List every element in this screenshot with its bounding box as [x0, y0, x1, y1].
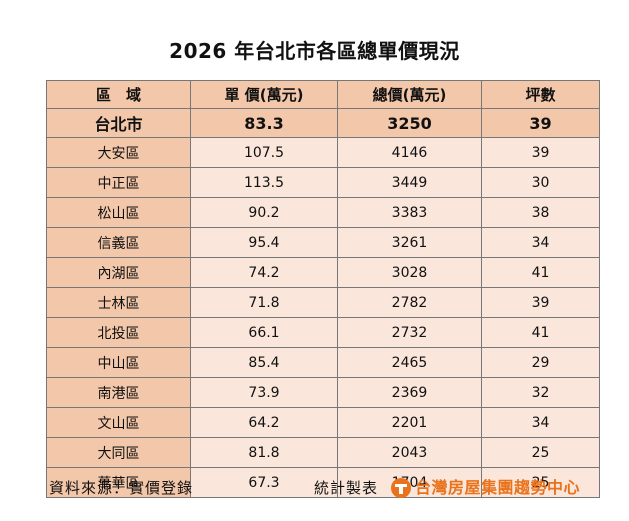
district-name: 大安區: [46, 137, 191, 168]
unit-price: 73.9: [190, 377, 338, 408]
total-price: 2369: [337, 377, 482, 408]
table-row: 信義區 95.4 3261 34: [46, 227, 600, 258]
table-row: 松山區 90.2 3383 38: [46, 197, 600, 228]
table-row: 中正區 113.5 3449 30: [46, 167, 600, 198]
table-row: 北投區 66.1 2732 41: [46, 317, 600, 348]
area: 32: [481, 377, 600, 408]
district-name: 士林區: [46, 287, 191, 318]
area: 38: [481, 197, 600, 228]
district-name: 北投區: [46, 317, 191, 348]
table-row: 文山區 64.2 2201 34: [46, 407, 600, 438]
unit-price: 81.8: [190, 437, 338, 468]
summary-unit-price: 83.3: [190, 108, 338, 138]
unit-price: 113.5: [190, 167, 338, 198]
total-price: 2782: [337, 287, 482, 318]
total-price: 2201: [337, 407, 482, 438]
unit-price: 95.4: [190, 227, 338, 258]
unit-price: 107.5: [190, 137, 338, 168]
data-source-note: 資料來源：實價登錄: [49, 479, 194, 497]
taiwan-realty-logo-icon: [391, 478, 411, 498]
price-table: 區 域 單 價(萬元) 總價(萬元) 坪數 台北市 83.3 3250 39 大…: [46, 80, 600, 498]
table-row: 大安區 107.5 4146 39: [46, 137, 600, 168]
unit-price: 85.4: [190, 347, 338, 378]
total-price: 2465: [337, 347, 482, 378]
table-row: 中山區 85.4 2465 29: [46, 347, 600, 378]
district-name: 大同區: [46, 437, 191, 468]
district-name: 萬華區: [46, 467, 191, 498]
area: 25: [481, 467, 600, 498]
area: 25: [481, 437, 600, 468]
unit-price: 71.8: [190, 287, 338, 318]
unit-price: 90.2: [190, 197, 338, 228]
total-price: 3449: [337, 167, 482, 198]
area: 34: [481, 407, 600, 438]
brand-name: 台灣房屋集團趨勢中心: [415, 478, 581, 497]
total-price: 4146: [337, 137, 482, 168]
district-name: 內湖區: [46, 257, 191, 288]
table-row: 士林區 71.8 2782 39: [46, 287, 600, 318]
total-price: 3261: [337, 227, 482, 258]
table-row: 內湖區 74.2 3028 41: [46, 257, 600, 288]
summary-total-price: 3250: [337, 108, 482, 138]
district-name: 松山區: [46, 197, 191, 228]
total-price: 2732: [337, 317, 482, 348]
total-price: 3028: [337, 257, 482, 288]
header-district: 區 域: [46, 80, 191, 109]
header-area: 坪數: [481, 80, 600, 109]
total-price: 3383: [337, 197, 482, 228]
area: 29: [481, 347, 600, 378]
table-row: 大同區 81.8 2043 25: [46, 437, 600, 468]
district-name: 南港區: [46, 377, 191, 408]
table-row: 南港區 73.9 2369 32: [46, 377, 600, 408]
area: 30: [481, 167, 600, 198]
district-name: 中山區: [46, 347, 191, 378]
area: 41: [481, 257, 600, 288]
area: 39: [481, 137, 600, 168]
unit-price: 64.2: [190, 407, 338, 438]
district-name: 信義區: [46, 227, 191, 258]
summary-row: 台北市 83.3 3250 39: [46, 108, 600, 138]
total-price: 2043: [337, 437, 482, 468]
page-title: 2026 年台北市各區總單價現況: [169, 39, 460, 63]
summary-name: 台北市: [46, 108, 191, 138]
district-name: 文山區: [46, 407, 191, 438]
area: 34: [481, 227, 600, 258]
unit-price: 66.1: [190, 317, 338, 348]
summary-area: 39: [481, 108, 600, 138]
unit-price: 74.2: [190, 257, 338, 288]
header-unit-price: 單 價(萬元): [190, 80, 338, 109]
compiled-by-label: 統計製表: [314, 479, 379, 497]
area: 39: [481, 287, 600, 318]
table-header-row: 區 域 單 價(萬元) 總價(萬元) 坪數: [46, 80, 600, 109]
brand: 台灣房屋集團趨勢中心: [391, 477, 580, 499]
district-name: 中正區: [46, 167, 191, 198]
area: 41: [481, 317, 600, 348]
header-total-price: 總價(萬元): [337, 80, 482, 109]
